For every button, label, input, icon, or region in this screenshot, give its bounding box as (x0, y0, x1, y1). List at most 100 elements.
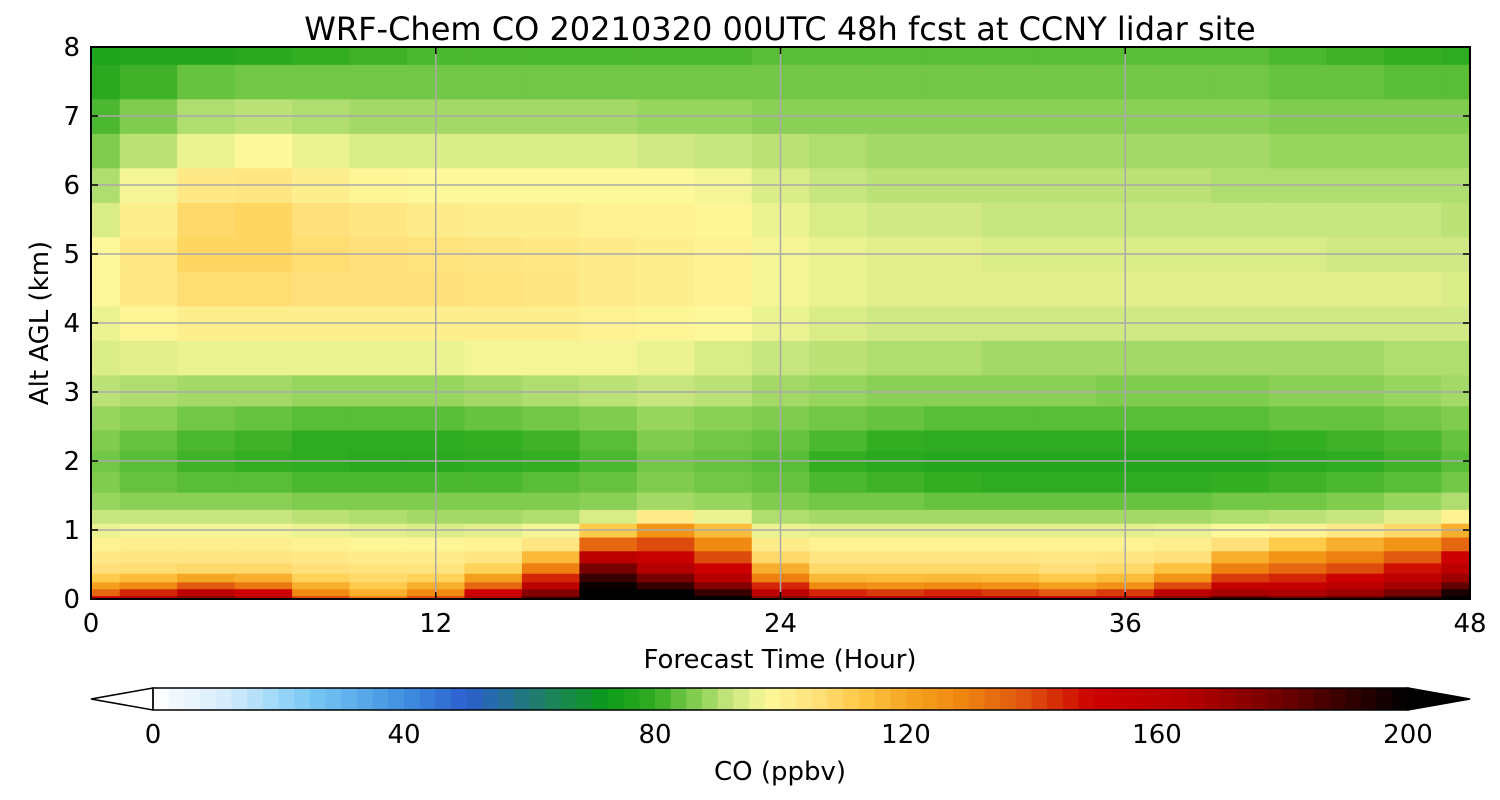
heatmap-cell (694, 405, 753, 431)
heatmap-cell (349, 429, 408, 452)
heatmap-cell (1153, 492, 1213, 510)
heatmap-cell (1268, 133, 1327, 169)
heatmap-cell (91, 581, 121, 590)
heatmap-cell (1268, 64, 1327, 100)
heatmap-cell (1153, 340, 1213, 376)
heatmap-cell (579, 429, 638, 452)
heatmap-cell (234, 595, 293, 599)
heatmap-cell (1383, 471, 1442, 493)
heatmap-cell (809, 509, 868, 524)
heatmap-cell (866, 588, 925, 597)
colorbar-segment (1172, 688, 1189, 710)
heatmap-cell (91, 405, 121, 431)
heatmap-cell (177, 562, 236, 574)
heatmap-cell (1039, 202, 1098, 238)
heatmap-cell (1039, 492, 1098, 510)
heatmap-cell (809, 340, 868, 376)
heatmap-cell (119, 271, 178, 307)
heatmap-cell (1326, 536, 1385, 552)
colorbar-segment (702, 688, 719, 710)
heatmap-cell (1039, 47, 1098, 65)
heatmap-cell (91, 562, 121, 574)
heatmap-cell (866, 405, 925, 431)
heatmap-cell (292, 374, 351, 407)
heatmap-cell (866, 374, 925, 407)
heatmap-cell (1039, 509, 1098, 524)
heatmap-cell (464, 47, 523, 65)
heatmap-cell (694, 536, 753, 552)
y-tick-label: 0 (63, 585, 80, 615)
heatmap-cell (1383, 374, 1442, 407)
heatmap-cell (981, 471, 1040, 493)
heatmap-cell (924, 588, 983, 597)
colorbar-segment (843, 688, 860, 710)
heatmap-cell (1326, 405, 1385, 431)
heatmap-cell (1383, 271, 1442, 307)
heatmap-cell (234, 492, 293, 510)
heatmap-cell (579, 133, 638, 169)
heatmap-cell (349, 492, 408, 510)
heatmap-cell (1153, 374, 1213, 407)
colorbar-segment (1031, 688, 1048, 710)
heatmap-cell (1153, 536, 1213, 552)
heatmap-cell (521, 405, 580, 431)
colorbar-segment (451, 688, 468, 710)
heatmap-cell (694, 471, 753, 493)
heatmap-cell (464, 133, 523, 169)
heatmap-cell (119, 588, 178, 597)
heatmap-cell (234, 202, 293, 238)
heatmap-cell (119, 509, 178, 524)
heatmap-cell (1268, 202, 1327, 238)
heatmap-cell (521, 550, 580, 564)
heatmap-cell (809, 429, 868, 452)
heatmap-cell (1441, 595, 1470, 599)
heatmap-cell (1441, 471, 1470, 493)
heatmap-cell (234, 374, 293, 407)
heatmap-cell (1211, 374, 1270, 407)
heatmap-cell (1383, 202, 1442, 238)
heatmap-cell (234, 340, 293, 376)
colorbar-segment (1078, 688, 1095, 710)
heatmap-cell (1383, 581, 1442, 590)
heatmap-cell (1326, 509, 1385, 524)
heatmap-cell (119, 492, 178, 510)
heatmap-cell (91, 64, 121, 100)
heatmap-cell (464, 271, 523, 307)
colorbar-segment (1157, 688, 1174, 710)
heatmap-cell (177, 509, 236, 524)
heatmap-cell (119, 562, 178, 574)
heatmap-cell (924, 536, 983, 552)
heatmap-cell (1211, 595, 1270, 599)
heatmap-cell (91, 509, 121, 524)
heatmap-cell (464, 509, 523, 524)
colorbar-segment (529, 688, 546, 710)
colorbar-tick-label: 120 (881, 720, 931, 750)
y-tick-label: 1 (63, 516, 80, 546)
heatmap-cell (924, 374, 983, 407)
heatmap-cell (579, 509, 638, 524)
colorbar-segment (325, 688, 342, 710)
heatmap-cell (349, 340, 408, 376)
heatmap-cell (292, 271, 351, 307)
heatmap-cell (177, 340, 236, 376)
heatmap-cell (981, 429, 1040, 452)
heatmap-cell (1441, 64, 1470, 100)
heatmap-cell (119, 595, 178, 599)
heatmap-cell (464, 374, 523, 407)
colorbar-segment (560, 688, 578, 710)
colorbar-tick-label: 200 (1383, 720, 1433, 750)
heatmap-cell (91, 573, 121, 583)
colorbar-segment (1298, 688, 1315, 710)
y-tick-label: 8 (63, 33, 80, 63)
heatmap-cell (349, 471, 408, 493)
heatmap-cell (924, 64, 983, 100)
heatmap-cell (464, 550, 523, 564)
heatmap-cell (1268, 429, 1327, 452)
heatmap-cell (694, 202, 753, 238)
heatmap-cell (809, 471, 868, 493)
heatmap-cell (292, 405, 351, 431)
heatmap-cell (1153, 133, 1213, 169)
heatmap-cell (1326, 374, 1385, 407)
heatmap-cell (636, 429, 695, 452)
heatmap-cell (924, 573, 983, 583)
